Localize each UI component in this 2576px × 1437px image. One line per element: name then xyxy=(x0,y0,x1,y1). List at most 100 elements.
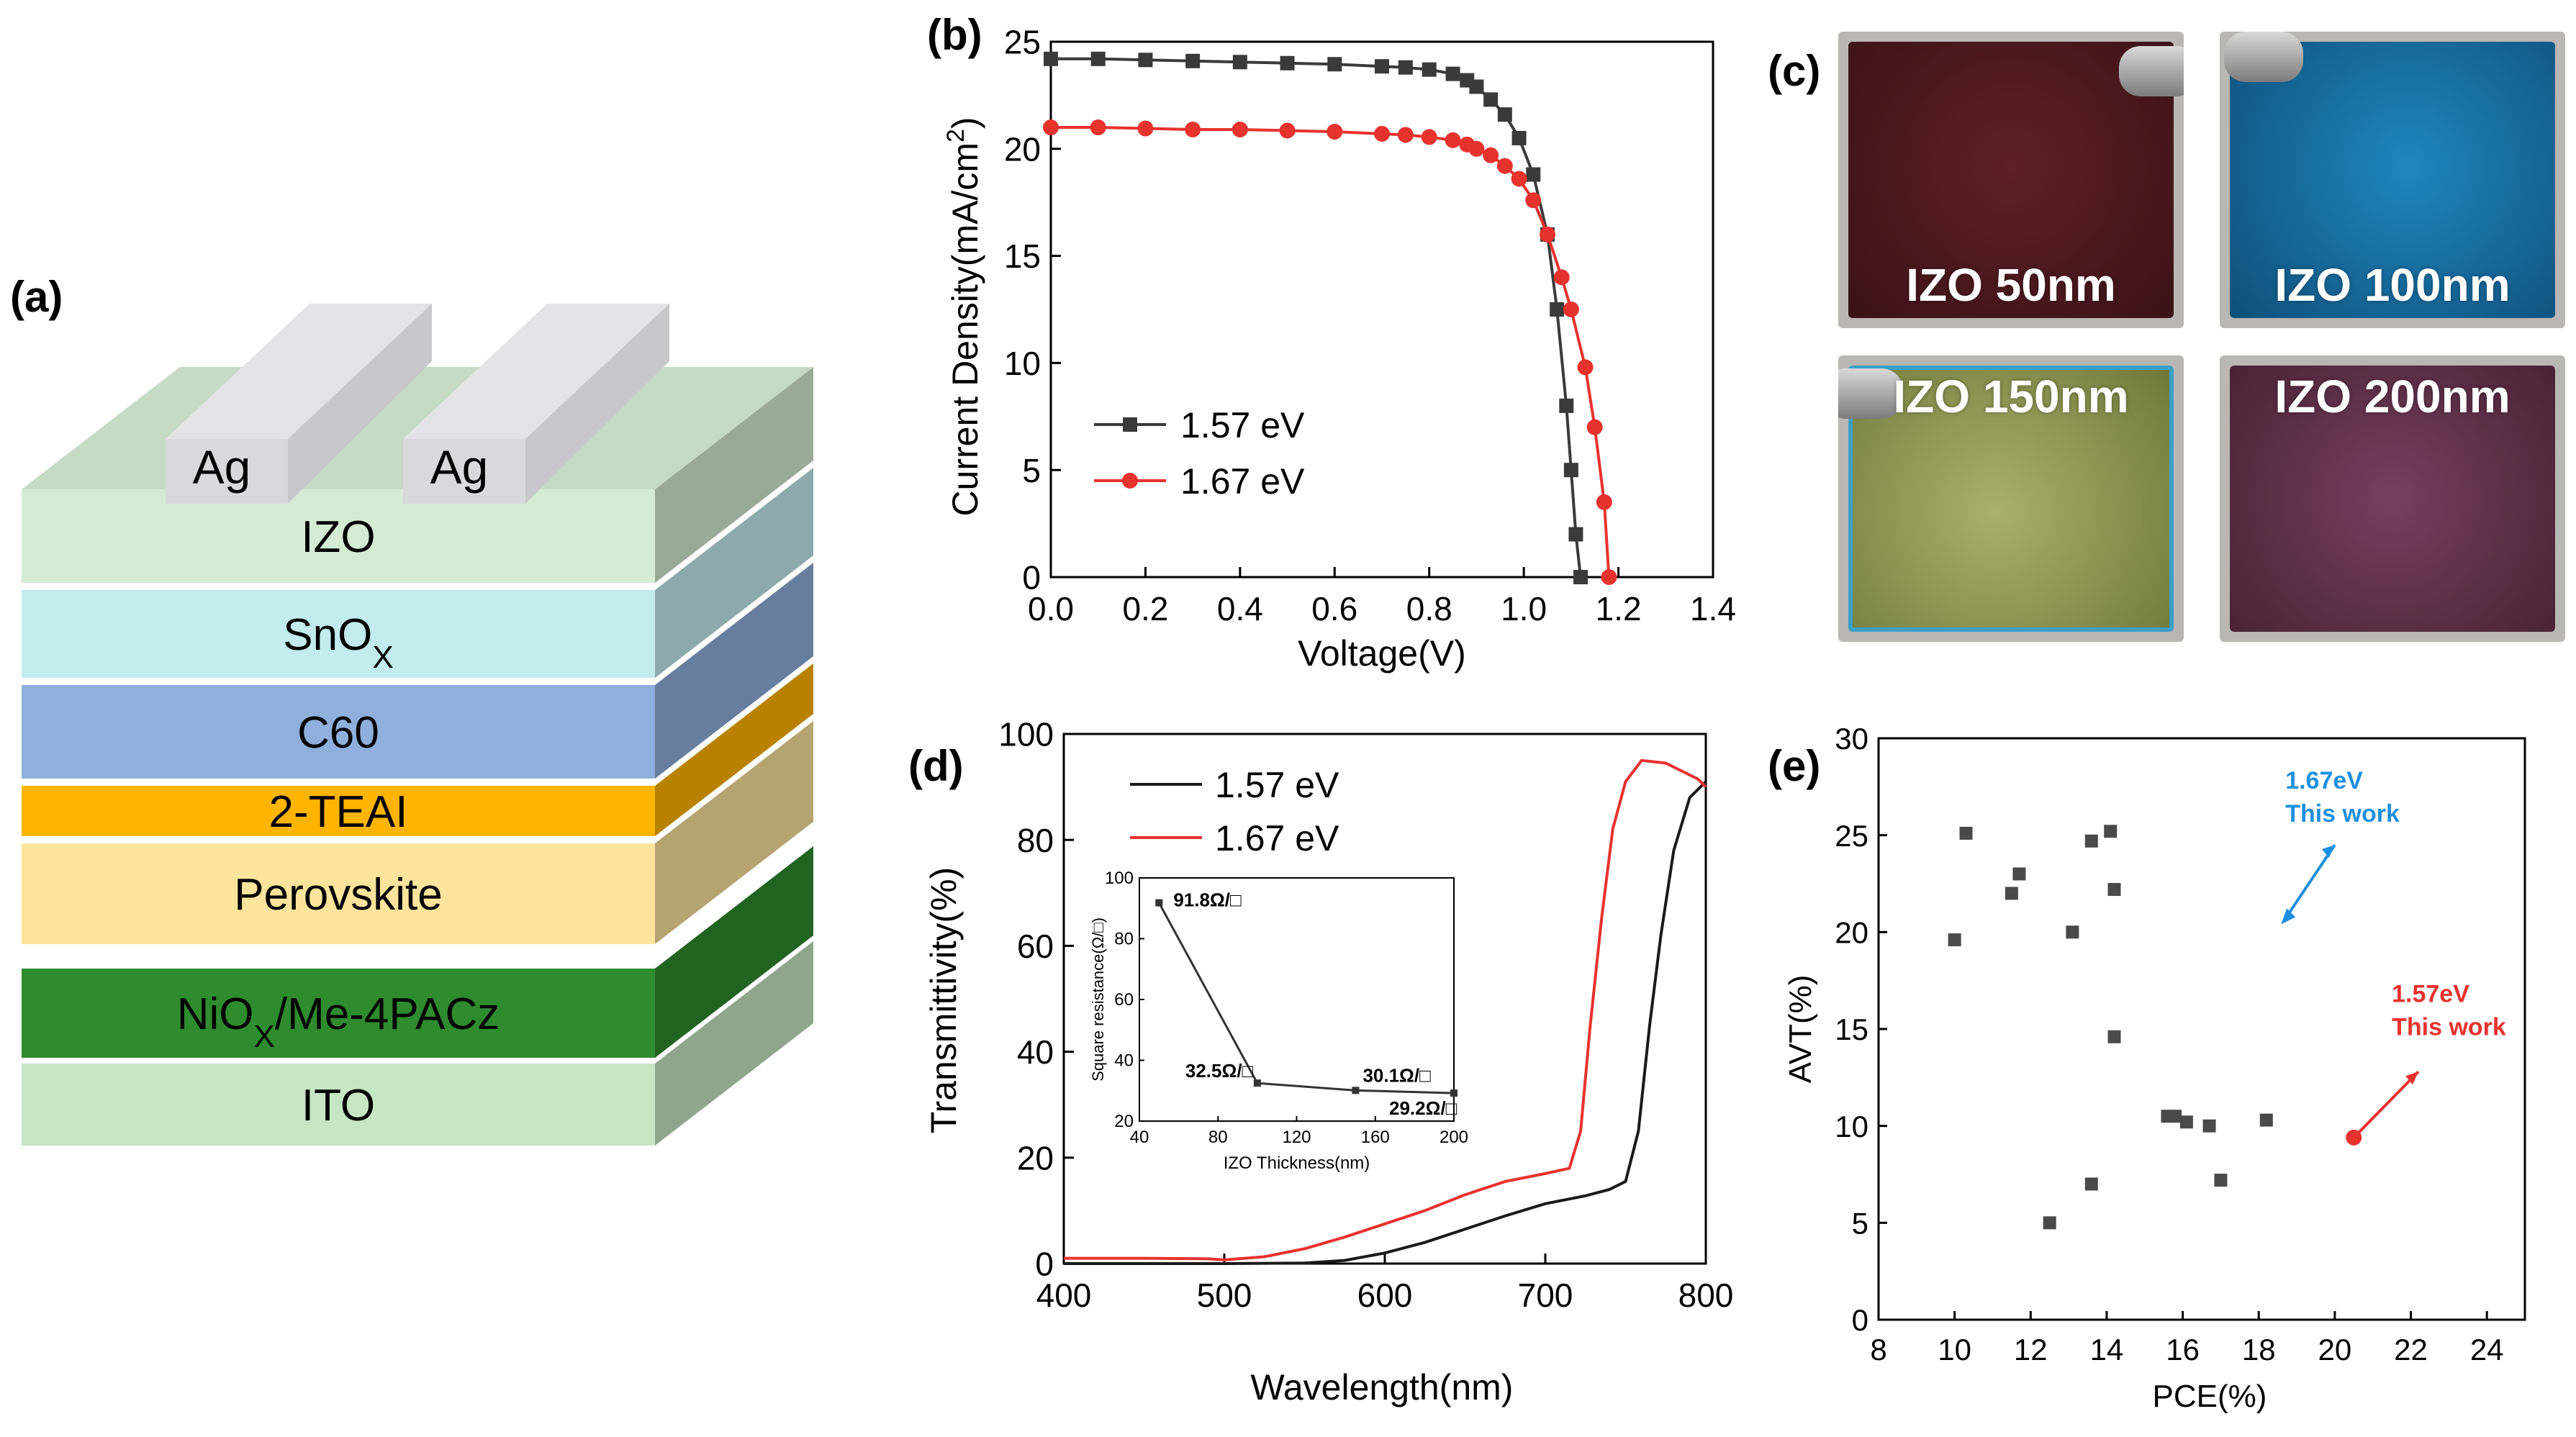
x-tick-label: 22 xyxy=(2394,1333,2428,1366)
data-point xyxy=(1563,302,1579,317)
layer-label: 2-TEAI xyxy=(269,787,408,837)
data-point xyxy=(1540,226,1555,242)
layer-side-face xyxy=(655,563,813,779)
y-tick-label: 20 xyxy=(1017,1139,1054,1177)
x-tick-label: 800 xyxy=(1678,1277,1734,1314)
data-point xyxy=(1596,494,1612,510)
sample-film xyxy=(2230,42,2555,318)
layer-label: C60 xyxy=(297,708,379,758)
photo-izo-200nm: IZO 200nm xyxy=(2220,355,2565,642)
panel-label-d: (d) xyxy=(908,742,964,790)
inset-background xyxy=(1096,863,1475,1186)
series-line xyxy=(1051,126,1611,578)
y-tick-label: 5 xyxy=(1022,452,1041,489)
photo-label: IZO 150nm xyxy=(1893,371,2129,422)
x-tick-label: 10 xyxy=(1938,1333,1971,1366)
data-point xyxy=(2012,867,2026,881)
data-point xyxy=(1375,59,1389,74)
layer-front-face xyxy=(22,969,655,1058)
electrode-top xyxy=(403,304,669,439)
data-point xyxy=(1559,398,1574,413)
x-tick-label: 600 xyxy=(1357,1277,1413,1314)
layer-side-face xyxy=(655,721,813,944)
y-tick-label: 40 xyxy=(1017,1033,1054,1071)
data-point xyxy=(1483,92,1499,107)
x-tick-label: 700 xyxy=(1518,1277,1573,1314)
stack-layer: ITO xyxy=(22,941,813,1146)
data-point xyxy=(1468,140,1485,157)
data-point xyxy=(2169,1110,2182,1123)
series-line xyxy=(1051,57,1582,578)
data-point xyxy=(1563,463,1578,478)
inset-y-tick-label: 40 xyxy=(1114,1051,1134,1071)
arrow-head xyxy=(2321,845,2335,858)
sample-film xyxy=(1848,42,2174,318)
ag-electrode: Ag xyxy=(166,304,432,504)
data-point xyxy=(1445,66,1460,81)
x-tick-label: 500 xyxy=(1197,1277,1252,1314)
data-point xyxy=(1526,167,1541,182)
layer-side-face xyxy=(655,468,813,678)
data-point xyxy=(1137,120,1154,137)
inset-point xyxy=(1155,899,1163,907)
layer-label: Perovskite xyxy=(234,870,442,920)
avt-pce-scatter-chart: 8 10 12 14 16 18 20 22 24 0 5 10 15 20 25 30 1.67eV This… xyxy=(1783,722,2526,1414)
data-point xyxy=(2005,887,2018,900)
inset-point-label: 32.5Ω/□ xyxy=(1185,1060,1254,1082)
layer-front-face xyxy=(22,685,655,779)
data-point xyxy=(1421,129,1437,145)
legend-label: 1.57 eV xyxy=(1180,405,1305,445)
x-tick-label: 0.8 xyxy=(1406,590,1452,627)
x-tick-label: 12 xyxy=(2014,1333,2048,1366)
y-axis-label: Current Density(mA/cm2) xyxy=(942,117,985,516)
data-point xyxy=(2104,825,2118,838)
data-point xyxy=(1469,79,1484,94)
inset-y-tick-label: 100 xyxy=(1105,869,1134,888)
photo-label: IZO 50nm xyxy=(1906,259,2116,311)
device-stack-diagram: ITO NiOX/Me-4PACz Perovskite 2-TEAI C60 SnOX I… xyxy=(22,304,813,1146)
legend-marker xyxy=(1122,473,1138,489)
x-tick-label: 18 xyxy=(2242,1333,2276,1366)
sample-film xyxy=(1848,366,2174,632)
x-tick-label: 1.4 xyxy=(1690,590,1736,627)
layer-front-face xyxy=(22,489,655,583)
x-tick-label: 16 xyxy=(2166,1333,2200,1366)
inset-x-tick-label: 200 xyxy=(1440,1128,1468,1147)
y-tick-label: 15 xyxy=(1004,237,1041,275)
x-tick-label: 8 xyxy=(1870,1333,1886,1366)
x-tick-label: 1.0 xyxy=(1501,590,1547,627)
layer-front-face xyxy=(22,786,655,836)
layer-front-face xyxy=(22,1064,655,1146)
panel-label-e: (e) xyxy=(1768,742,1821,790)
data-point xyxy=(2202,1119,2216,1133)
annotation-label: This work xyxy=(2285,800,2400,828)
inset-point xyxy=(1450,1089,1458,1097)
electrode-side xyxy=(288,304,432,504)
arrow-head xyxy=(2405,1071,2419,1085)
probe-clip xyxy=(1838,368,1903,419)
layer-label: ITO xyxy=(302,1081,375,1130)
data-point xyxy=(1511,130,1527,145)
photo-label: IZO 200nm xyxy=(2274,371,2511,422)
annotation-label: 1.67eV xyxy=(2285,767,2363,794)
y-tick-label: 10 xyxy=(1004,345,1041,382)
data-point xyxy=(2066,925,2079,939)
inset-x-tick-label: 80 xyxy=(1208,1128,1228,1147)
ag-electrode: Ag xyxy=(403,304,669,504)
data-point xyxy=(1280,55,1295,71)
data-point xyxy=(1553,269,1570,286)
data-point xyxy=(2084,834,2098,848)
layer-label: SnOX xyxy=(283,610,393,675)
data-point xyxy=(1601,569,1617,585)
data-point xyxy=(1397,127,1414,143)
inset-x-label: IZO Thickness(nm) xyxy=(1224,1153,1370,1173)
data-point xyxy=(1043,119,1059,136)
y-tick-label: 25 xyxy=(1835,819,1868,853)
inset-point-label: 29.2Ω/□ xyxy=(1389,1097,1458,1119)
legend-label: 1.57 eV xyxy=(1215,765,1339,805)
layer-side-face xyxy=(655,846,813,1058)
data-point xyxy=(1586,419,1603,435)
probe-clip xyxy=(2224,32,2303,82)
layer-label: NiOX/Me-4PACz xyxy=(177,989,500,1054)
photo-izo-50nm: IZO 50nm xyxy=(1838,32,2184,328)
